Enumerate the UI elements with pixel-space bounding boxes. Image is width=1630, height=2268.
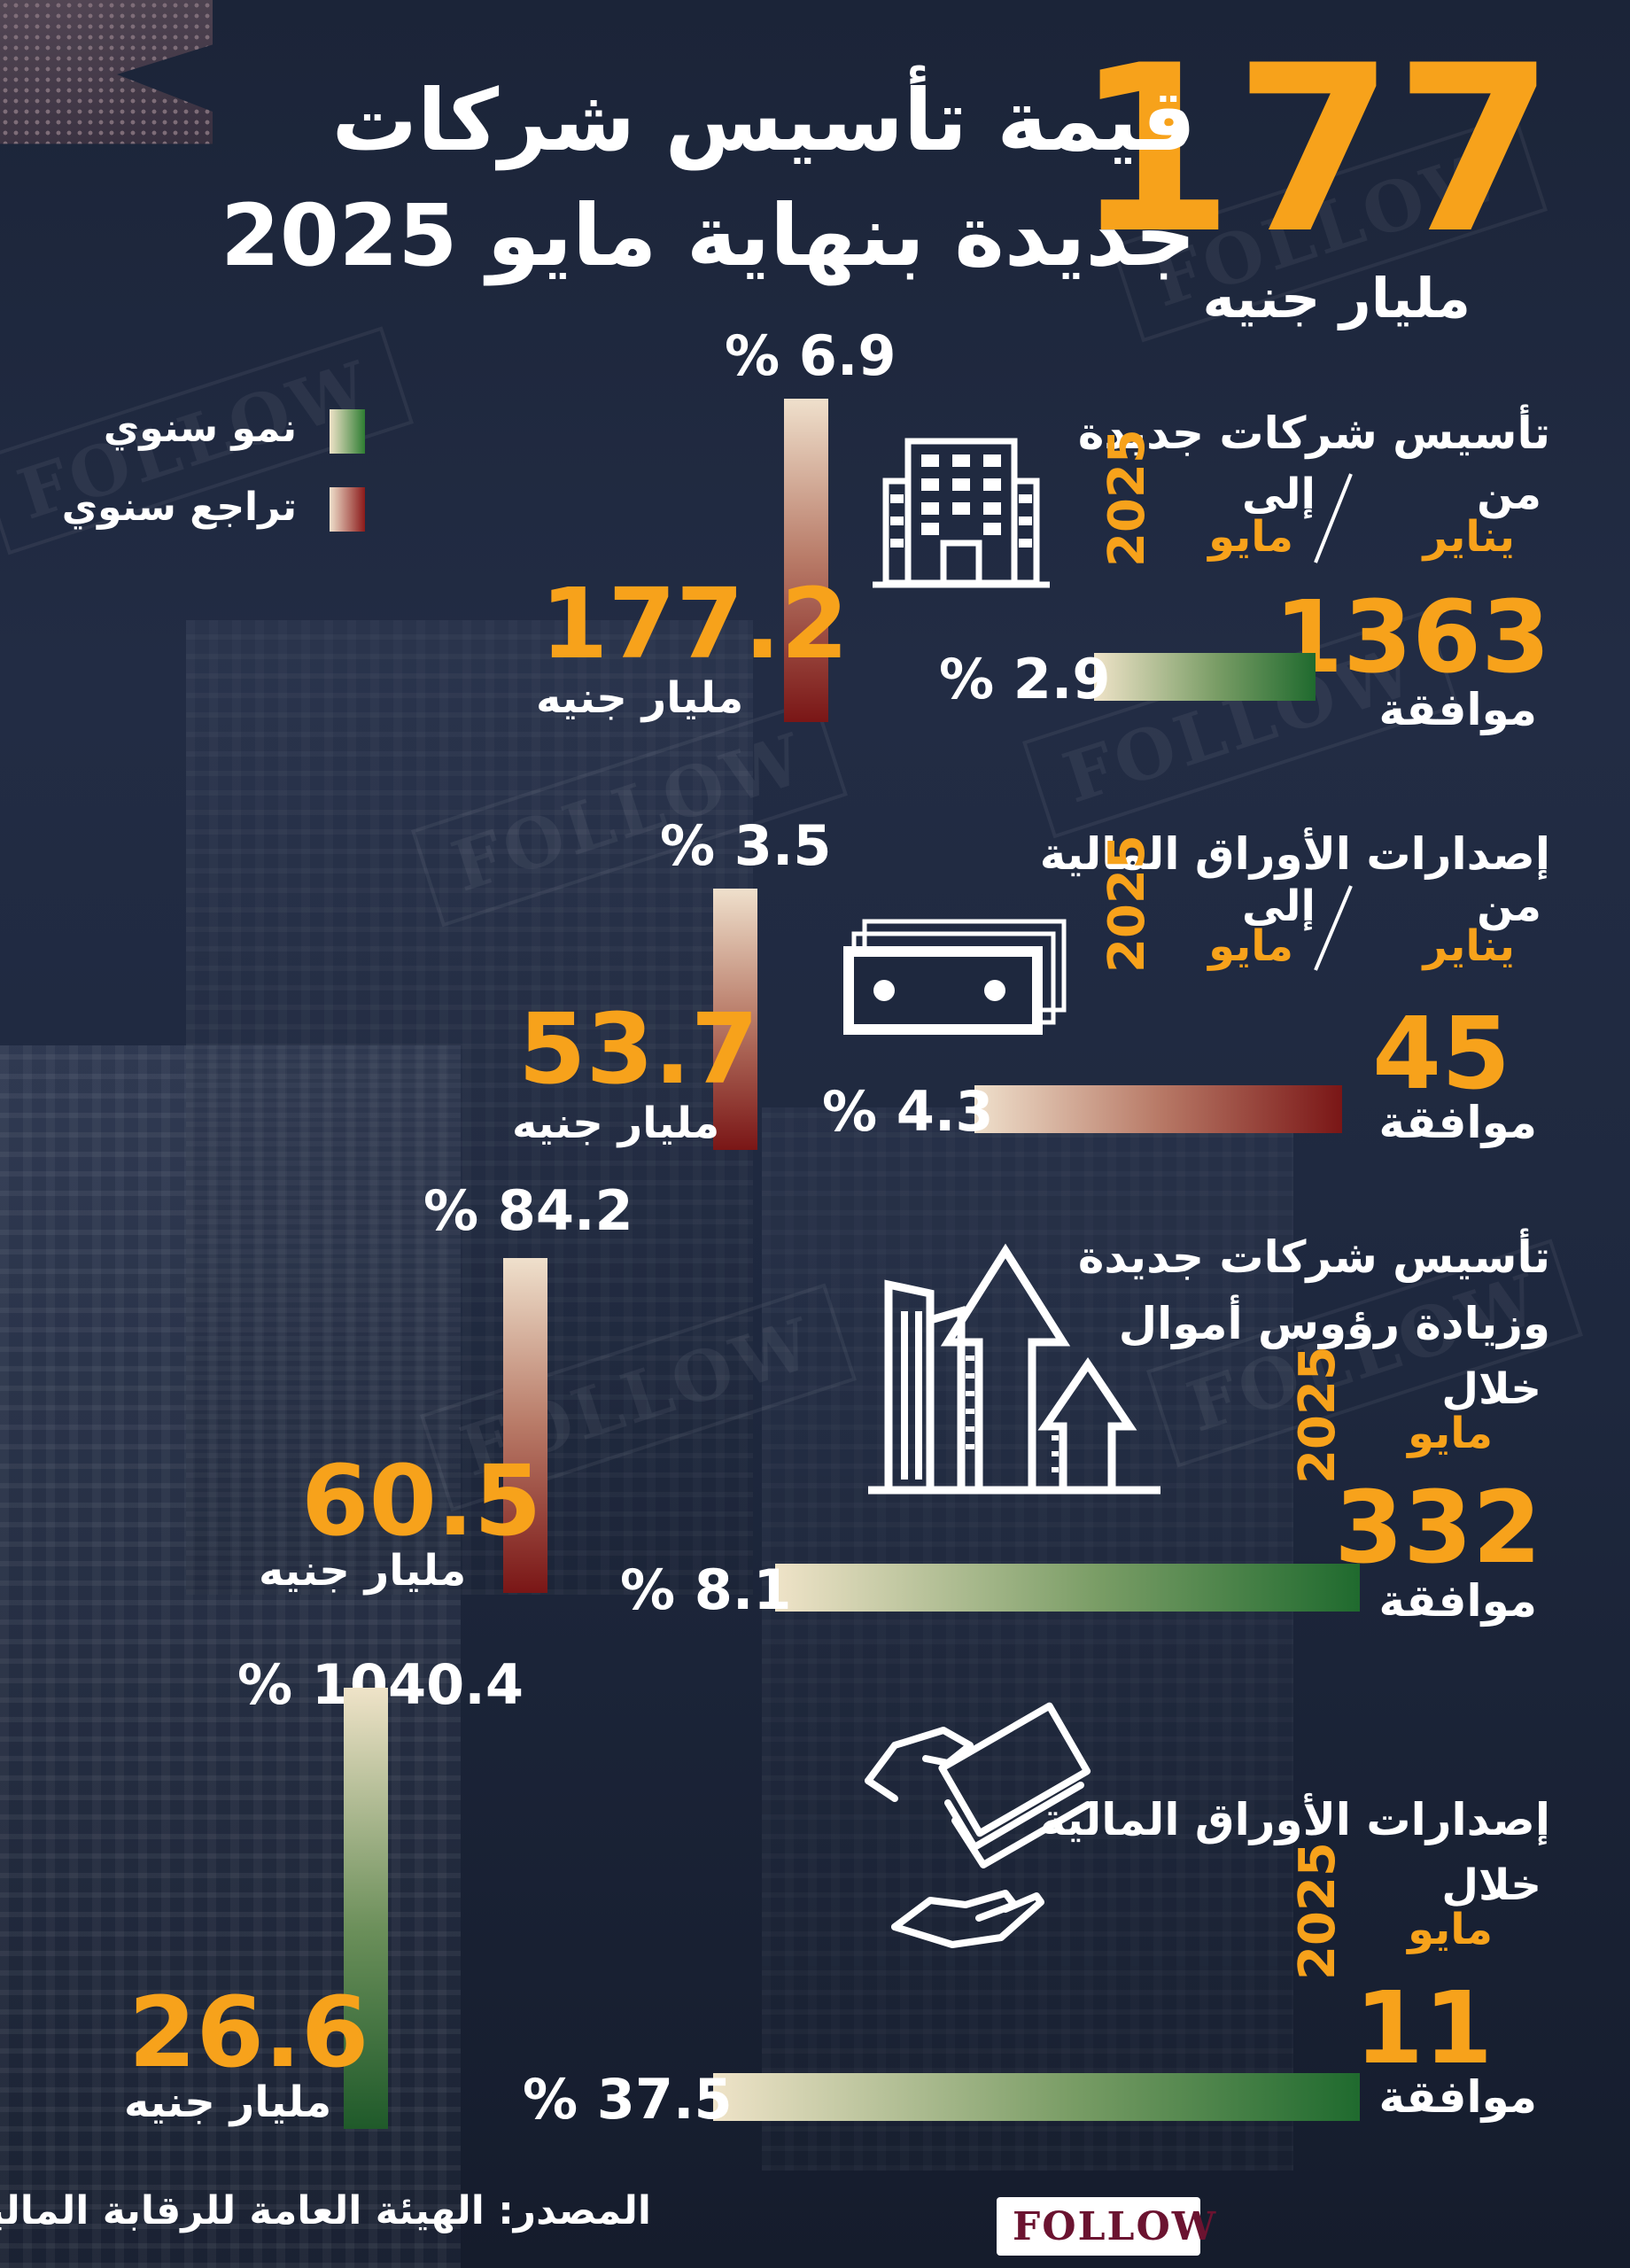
section3-count-change: % 8.1 — [620, 1557, 792, 1622]
section4-value: 26.6 — [128, 1976, 369, 2089]
section4-count: 11 — [1354, 1971, 1493, 2086]
legend-growth-label: نمو سنوي — [103, 406, 297, 451]
section3-period-label: خلال — [1441, 1364, 1541, 1414]
section2-value-unit: مليار جنيه — [512, 1099, 720, 1148]
section2-value: 53.7 — [518, 992, 759, 1106]
background-car-grille — [0, 0, 213, 144]
section4-period-label: خلال — [1441, 1860, 1541, 1910]
section1-value: 177.2 — [540, 567, 849, 680]
section1-count-change: % 2.9 — [939, 647, 1111, 711]
banknotes-icon — [843, 919, 1067, 1035]
legend-decline-swatch — [330, 487, 365, 532]
section4-title: إصدارات الأوراق المالية — [1039, 1794, 1550, 1845]
section3-value-change: % 84.2 — [423, 1178, 633, 1243]
section3-value: 60.5 — [301, 1444, 542, 1557]
section2-to-label: إلى — [1241, 882, 1316, 931]
background-tower — [186, 620, 753, 1595]
header-big-number: 177 — [1074, 17, 1555, 284]
section2-to-value: مايو — [1208, 921, 1293, 971]
section2-from-label: من — [1477, 882, 1541, 931]
section1-from-label: من — [1477, 470, 1541, 519]
section3-title-line1: تأسيس شركات جديدة — [1077, 1231, 1550, 1283]
section2-count: 45 — [1372, 997, 1510, 1112]
section1-from-value: يناير — [1423, 512, 1515, 562]
section4-year: 2025 — [1289, 1842, 1347, 1980]
legend-decline-label: تراجع سنوي — [61, 485, 297, 530]
section4-period-value: مايو — [1408, 1905, 1493, 1954]
section3-value-bar — [503, 1258, 547, 1593]
section1-count: 1363 — [1274, 580, 1550, 695]
section2-count-label: موافقة — [1378, 1097, 1538, 1148]
section2-count-bar — [974, 1085, 1342, 1133]
header-title-line2: جديدة بنهاية مايو 2025 — [221, 186, 1196, 285]
section3-count-bar — [775, 1564, 1360, 1612]
section2-count-change: % 4.3 — [822, 1079, 994, 1144]
header-title-line1: قيمة تأسيس شركات — [331, 71, 1196, 170]
section1-count-bar — [1094, 653, 1316, 701]
section2-value-bar — [713, 889, 757, 1150]
footer-logo-text: FOLLOW — [1013, 2204, 1218, 2249]
section1-slash-divider — [1314, 473, 1353, 563]
footer-logo: FOLLOW — [997, 2197, 1215, 2256]
section2-value-change: % 3.5 — [660, 813, 832, 878]
section2-slash-divider — [1314, 885, 1353, 971]
section4-value-unit: مليار جنيه — [124, 2078, 332, 2127]
footer-source: المصدر: الهيئة العامة للرقابة المالية — [0, 2188, 651, 2233]
office-building-icon — [873, 438, 1050, 588]
section4-value-bar — [344, 1688, 388, 2129]
section3-period-value: مايو — [1408, 1409, 1493, 1458]
section3-title-line2: وزيادة رؤوس أموال — [1118, 1298, 1550, 1349]
legend-growth-swatch — [330, 409, 365, 454]
section1-value-bar — [784, 399, 828, 722]
section3-count: 332 — [1334, 1471, 1541, 1586]
section2-from-value: يناير — [1423, 921, 1515, 971]
section4-count-label: موافقة — [1378, 2071, 1538, 2123]
section3-year: 2025 — [1289, 1346, 1347, 1484]
section1-value-unit: مليار جنيه — [536, 673, 744, 723]
money-hand-icon — [865, 1702, 1091, 1948]
section2-title: إصدارات الأوراق المالية — [1039, 828, 1550, 880]
section1-title: تأسيس شركات جديدة — [1077, 408, 1550, 459]
section1-count-label: موافقة — [1378, 684, 1538, 735]
section2-year: 2025 — [1098, 835, 1156, 973]
section1-to-value: مايو — [1208, 512, 1293, 562]
section1-to-label: إلى — [1241, 470, 1316, 519]
header-big-unit: مليار جنيه — [1202, 266, 1471, 330]
section4-count-bar — [713, 2073, 1360, 2121]
section1-year: 2025 — [1098, 429, 1156, 567]
growth-buildings-icon — [868, 1243, 1160, 1495]
section3-count-label: موافقة — [1378, 1575, 1538, 1627]
section1-value-change: % 6.9 — [725, 323, 896, 388]
section3-value-unit: مليار جنيه — [259, 1546, 467, 1596]
section4-count-change: % 37.5 — [523, 2067, 733, 2132]
